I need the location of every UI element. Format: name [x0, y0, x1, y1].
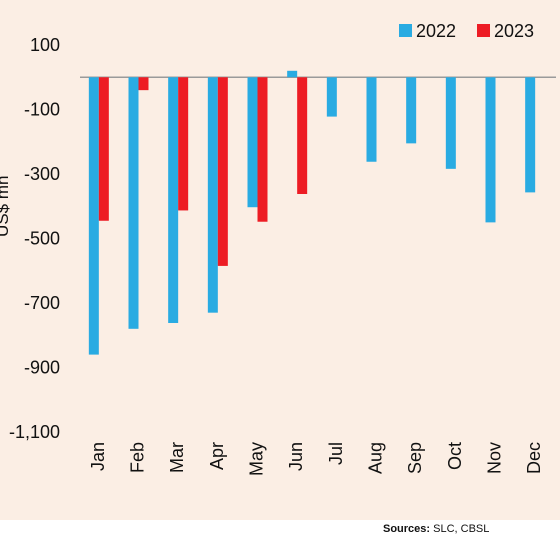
x-tick-label: Aug [366, 442, 386, 474]
legend-label-2022: 2022 [416, 21, 456, 41]
bar-2022-Mar [168, 77, 179, 323]
bar-2022-Jul [326, 77, 337, 117]
legend: 2022 2023 [399, 21, 534, 41]
y-axis-label: US$ mn [0, 176, 12, 237]
x-tick-label: Jan [88, 442, 108, 471]
bar-2022-Apr [207, 77, 218, 313]
bar-2023-May [257, 77, 268, 222]
legend-swatch-2022 [399, 24, 412, 37]
x-axis-labels: Jan Feb Mar Apr May Jun Jul Aug Sep Oct Nov Dec [88, 442, 544, 476]
x-tick-label: Apr [207, 442, 227, 470]
source-text: SLC, CBSL [433, 523, 490, 535]
bar-2022-Feb [128, 77, 139, 329]
legend-swatch-2023 [477, 24, 490, 37]
y-tick-label: -100 [24, 100, 60, 120]
y-tick-label: -900 [24, 358, 60, 378]
bar-2023-Mar [178, 77, 189, 211]
x-tick-label: Feb [128, 442, 148, 473]
x-tick-label: May [247, 442, 267, 476]
y-tick-label: 100 [30, 35, 60, 55]
x-tick-label: Oct [445, 442, 465, 470]
bar-2022-Dec [525, 77, 536, 193]
bars [88, 70, 536, 355]
y-axis-ticks: 100 -100 -300 -500 -700 -900 -1,100 [9, 35, 60, 442]
source-label: Sources: [383, 523, 431, 535]
bar-2022-Jun [287, 70, 298, 78]
bar-2022-May [247, 77, 258, 208]
bar-2022-Sep [406, 77, 417, 144]
x-tick-label: Jul [326, 442, 346, 465]
x-tick-label: Sep [405, 442, 425, 474]
y-tick-label: -500 [24, 229, 60, 249]
bar-2022-Jan [88, 77, 99, 355]
x-tick-label: Nov [485, 442, 505, 474]
bar-2022-Nov [485, 77, 496, 223]
bar-2022-Oct [445, 77, 456, 169]
y-tick-label: -700 [24, 293, 60, 313]
bar-2022-Aug [366, 77, 377, 162]
y-tick-label: -300 [24, 164, 60, 184]
bar-2023-Feb [138, 77, 149, 91]
bar-2023-Jun [297, 77, 308, 194]
bar-2023-Apr [217, 77, 228, 266]
x-tick-label: Dec [524, 442, 544, 474]
x-tick-label: Jun [286, 442, 306, 471]
legend-label-2023: 2023 [494, 21, 534, 41]
y-tick-label: -1,100 [9, 422, 60, 442]
x-tick-label: Mar [167, 442, 187, 473]
source-note: Sources: SLC, CBSL [383, 523, 489, 535]
bar-2023-Jan [98, 77, 109, 221]
